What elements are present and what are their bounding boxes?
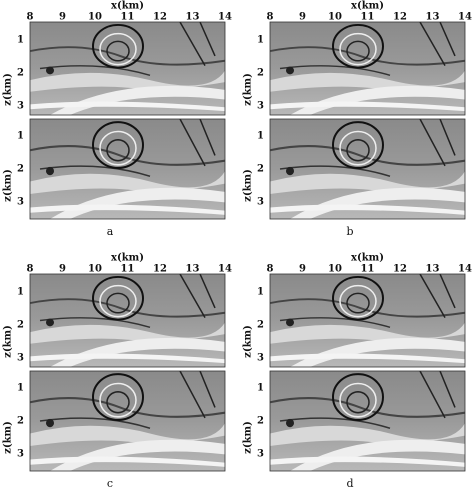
z-tick-label: 1 bbox=[17, 383, 24, 394]
x-tick-label: 10 bbox=[88, 264, 102, 275]
x-tick-label: 8 bbox=[27, 264, 34, 275]
image-frame bbox=[269, 21, 466, 116]
seismic-image bbox=[30, 119, 225, 219]
panel-caption: b bbox=[346, 225, 353, 238]
x-tick-label: 8 bbox=[267, 264, 274, 275]
z-tick-label: 2 bbox=[257, 416, 264, 427]
x-tick-label: 12 bbox=[393, 264, 407, 275]
image-frame bbox=[29, 273, 226, 368]
z-tick-label: 3 bbox=[257, 101, 264, 112]
x-tick-label: 14 bbox=[458, 12, 472, 23]
z-tick-label: 1 bbox=[17, 35, 24, 46]
z-tick-label: 2 bbox=[17, 164, 24, 175]
x-tick-label: 13 bbox=[426, 264, 440, 275]
z-tick-label: 1 bbox=[17, 287, 24, 298]
z-axis-label: z(km) bbox=[3, 325, 14, 358]
z-axis-label: z(km) bbox=[3, 169, 14, 202]
x-axis-label: x(km) bbox=[111, 253, 144, 264]
z-tick-label: 1 bbox=[257, 383, 264, 394]
x-tick-label: 9 bbox=[299, 12, 306, 23]
z-axis-label: z(km) bbox=[3, 73, 14, 106]
image-frame bbox=[29, 370, 226, 472]
x-tick-label: 13 bbox=[426, 12, 440, 23]
x-tick-label: 10 bbox=[88, 12, 102, 23]
x-tick-label: 10 bbox=[328, 12, 342, 23]
x-tick-label: 12 bbox=[393, 12, 407, 23]
image-frame bbox=[269, 370, 466, 472]
z-tick-label: 2 bbox=[17, 320, 24, 331]
x-axis-label: x(km) bbox=[111, 1, 144, 12]
z-tick-label: 1 bbox=[17, 131, 24, 142]
x-tick-label: 12 bbox=[153, 12, 167, 23]
z-tick-label: 3 bbox=[17, 197, 24, 208]
z-tick-label: 3 bbox=[17, 449, 24, 460]
z-tick-label: 3 bbox=[17, 353, 24, 364]
image-frame bbox=[29, 21, 226, 116]
x-tick-label: 13 bbox=[186, 12, 200, 23]
seismic-image bbox=[270, 274, 465, 367]
panel-caption: a bbox=[107, 225, 114, 238]
z-tick-label: 3 bbox=[257, 197, 264, 208]
x-tick-label: 10 bbox=[328, 264, 342, 275]
image-frame bbox=[269, 118, 466, 220]
z-tick-label: 2 bbox=[257, 68, 264, 79]
z-tick-label: 1 bbox=[257, 35, 264, 46]
seismic-image bbox=[270, 119, 465, 219]
x-tick-label: 9 bbox=[59, 264, 66, 275]
z-tick-label: 3 bbox=[17, 101, 24, 112]
x-tick-label: 14 bbox=[218, 12, 232, 23]
z-axis-label: z(km) bbox=[3, 421, 14, 454]
x-axis-label: x(km) bbox=[351, 1, 384, 12]
x-tick-label: 13 bbox=[186, 264, 200, 275]
x-tick-label: 11 bbox=[361, 264, 375, 275]
image-frame bbox=[29, 118, 226, 220]
x-tick-label: 11 bbox=[121, 12, 135, 23]
x-tick-label: 9 bbox=[59, 12, 66, 23]
x-tick-label: 8 bbox=[27, 12, 34, 23]
image-frame bbox=[269, 273, 466, 368]
seismic-image bbox=[30, 371, 225, 471]
z-tick-label: 2 bbox=[17, 416, 24, 427]
z-tick-label: 2 bbox=[17, 68, 24, 79]
z-axis-label: z(km) bbox=[243, 325, 254, 358]
z-tick-label: 2 bbox=[257, 164, 264, 175]
x-tick-label: 12 bbox=[153, 264, 167, 275]
seismic-image bbox=[30, 22, 225, 115]
z-tick-label: 3 bbox=[257, 353, 264, 364]
x-tick-label: 14 bbox=[458, 264, 472, 275]
seismic-image bbox=[270, 371, 465, 471]
z-tick-label: 1 bbox=[257, 131, 264, 142]
z-tick-label: 3 bbox=[257, 449, 264, 460]
panel-caption: d bbox=[346, 477, 353, 489]
x-axis-label: x(km) bbox=[351, 253, 384, 264]
z-axis-label: z(km) bbox=[243, 73, 254, 106]
x-tick-label: 14 bbox=[218, 264, 232, 275]
seismic-image bbox=[30, 274, 225, 367]
z-tick-label: 1 bbox=[257, 287, 264, 298]
x-tick-label: 11 bbox=[361, 12, 375, 23]
x-tick-label: 9 bbox=[299, 264, 306, 275]
x-tick-label: 8 bbox=[267, 12, 274, 23]
z-tick-label: 2 bbox=[257, 320, 264, 331]
seismic-image bbox=[270, 22, 465, 115]
z-axis-label: z(km) bbox=[243, 169, 254, 202]
z-axis-label: z(km) bbox=[243, 421, 254, 454]
panel-caption: c bbox=[107, 477, 113, 489]
x-tick-label: 11 bbox=[121, 264, 135, 275]
